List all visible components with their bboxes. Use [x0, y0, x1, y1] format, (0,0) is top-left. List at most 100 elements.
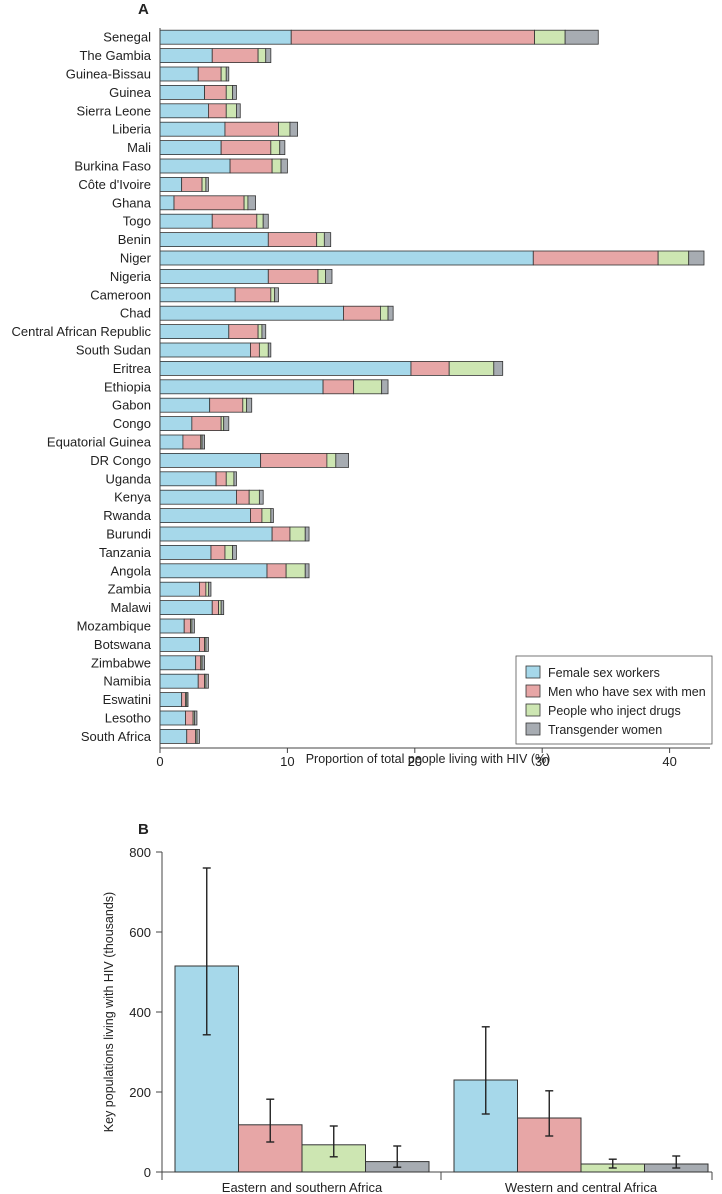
- bar-rwanda-female-sex-workers: [159, 508, 251, 524]
- category-label-niger: Niger: [120, 251, 152, 266]
- y-tick-label-0: 0: [144, 1165, 151, 1180]
- bar-namibia-female-sex-workers: [159, 673, 199, 689]
- bar-eswatini-female-sex-workers: [159, 692, 183, 707]
- bar-uganda-female-sex-workers: [159, 471, 217, 487]
- category-label-congo: Congo: [113, 416, 151, 431]
- bar-gabon-female-sex-workers: [159, 397, 211, 413]
- bar-togo-men-who-have-sex-with-men: [211, 213, 258, 229]
- bar-tanzania-men-who-have-sex-with-men: [210, 545, 226, 560]
- bar-rwanda-transgender-women: [270, 508, 274, 524]
- bar-uganda-men-who-have-sex-with-men: [215, 471, 227, 487]
- error-bar-western-and-central-africa-people-who-inject-drugs: [608, 1158, 617, 1169]
- bar-angola-people-who-inject-drugs: [285, 563, 306, 579]
- bar-benin-men-who-have-sex-with-men: [267, 232, 318, 248]
- bar-tanzania-people-who-inject-drugs: [224, 545, 234, 560]
- bar-burkina-faso-transgender-women: [280, 158, 288, 174]
- category-label-central-african-republic: Central African Republic: [12, 324, 152, 339]
- bar-congo-men-who-have-sex-with-men: [191, 416, 222, 432]
- x-category-label-western-and-central-africa: Western and central Africa: [505, 1180, 658, 1194]
- bar-equatorial-guinea-transgender-women: [201, 434, 205, 450]
- bar-lesotho-men-who-have-sex-with-men: [185, 710, 194, 726]
- bar-ghana-transgender-women: [247, 195, 256, 211]
- bar-the-gambia-transgender-women: [265, 48, 272, 63]
- bar-angola-female-sex-workers: [159, 563, 268, 579]
- category-label-namibia: Namibia: [103, 674, 151, 689]
- bar-mali-female-sex-workers: [159, 140, 222, 156]
- bar-burkina-faso-people-who-inject-drugs: [271, 158, 282, 174]
- bar-ethiopia-female-sex-workers: [159, 379, 324, 395]
- error-bar-western-and-central-africa-men-who-have-sex-with-men: [545, 1090, 554, 1137]
- bar-nigeria-men-who-have-sex-with-men: [267, 268, 319, 284]
- bar-benin-female-sex-workers: [159, 232, 269, 248]
- category-label-c-te-d-ivoire: Côte d'Ivoire: [78, 177, 151, 192]
- bar-dr-congo-female-sex-workers: [159, 452, 262, 468]
- bar-benin-transgender-women: [323, 232, 332, 248]
- bar-togo-people-who-inject-drugs: [256, 213, 264, 229]
- bar-equatorial-guinea-men-who-have-sex-with-men: [182, 434, 202, 450]
- bar-niger-people-who-inject-drugs: [657, 250, 690, 266]
- category-label-togo: Togo: [123, 214, 151, 229]
- legend-box: [515, 655, 713, 745]
- bar-malawi-female-sex-workers: [159, 600, 213, 615]
- bar-mozambique-transgender-women: [191, 618, 195, 634]
- bar-south-africa-transgender-women: [196, 729, 200, 744]
- bar-c-te-d-ivoire-men-who-have-sex-with-men: [181, 176, 203, 192]
- y-tick-label-200: 200: [129, 1085, 151, 1100]
- bar-uganda-people-who-inject-drugs: [225, 471, 235, 487]
- bar-botswana-transgender-women: [205, 637, 209, 652]
- bar-sierra-leone-transgender-women: [236, 103, 241, 119]
- category-label-south-africa: South Africa: [81, 729, 152, 744]
- bar-the-gambia-men-who-have-sex-with-men: [211, 48, 259, 63]
- bar-nigeria-female-sex-workers: [159, 268, 269, 284]
- legend: Female sex workers Men who have sex with …: [515, 655, 713, 745]
- bar-togo-transgender-women: [262, 213, 269, 229]
- bar-mali-transgender-women: [279, 140, 286, 156]
- bar-senegal-female-sex-workers: [159, 29, 292, 45]
- bar-rwanda-people-who-inject-drugs: [261, 508, 272, 524]
- category-label-chad: Chad: [120, 306, 151, 321]
- category-label-burkina-faso: Burkina Faso: [74, 159, 151, 174]
- category-label-angola: Angola: [111, 563, 152, 578]
- bar-angola-transgender-women: [304, 563, 310, 579]
- category-label-rwanda: Rwanda: [103, 508, 151, 523]
- bar-guinea-bissau-men-who-have-sex-with-men: [197, 66, 222, 82]
- bar-kenya-transgender-women: [258, 489, 264, 505]
- panel-a-x-ticks: 0 10 20 30 40: [156, 748, 677, 769]
- panel-b-bars: [174, 867, 709, 1173]
- bar-eritrea-female-sex-workers: [159, 360, 412, 376]
- bar-ghana-men-who-have-sex-with-men: [173, 195, 245, 211]
- bar-kenya-people-who-inject-drugs: [248, 489, 260, 505]
- bar-zambia-transgender-women: [208, 581, 212, 597]
- bar-south-africa-men-who-have-sex-with-men: [186, 729, 197, 744]
- bar-niger-transgender-women: [688, 250, 705, 266]
- bar-ethiopia-men-who-have-sex-with-men: [322, 379, 355, 395]
- bar-cameroon-people-who-inject-drugs: [270, 287, 276, 303]
- legend-swatch-men-who-have-sex-with-men: [525, 684, 541, 698]
- bar-guinea-men-who-have-sex-with-men: [204, 85, 227, 100]
- bar-sierra-leone-men-who-have-sex-with-men: [208, 103, 227, 119]
- bar-eswatini-men-who-have-sex-with-men: [181, 692, 186, 707]
- bar-sierra-leone-people-who-inject-drugs: [225, 103, 237, 119]
- bar-lesotho-female-sex-workers: [159, 710, 186, 726]
- category-label-zambia: Zambia: [108, 582, 152, 597]
- y-tick-label-400: 400: [129, 1005, 151, 1020]
- bar-guinea-transgender-women: [232, 85, 237, 100]
- bar-c-te-d-ivoire-transgender-women: [205, 176, 209, 192]
- panel-b-label: B: [138, 821, 149, 838]
- category-label-ghana: Ghana: [112, 195, 152, 210]
- bar-rwanda-men-who-have-sex-with-men: [250, 508, 263, 524]
- bar-the-gambia-female-sex-workers: [159, 48, 213, 63]
- panel-a-category-labels: Senegal The Gambia Guinea-Bissau Guinea Sier…: [12, 30, 152, 744]
- bar-equatorial-guinea-female-sex-workers: [159, 434, 184, 450]
- bar-chad-men-who-have-sex-with-men: [343, 305, 381, 321]
- legend-label-transgender-women: Transgender women: [548, 723, 662, 737]
- bar-liberia-men-who-have-sex-with-men: [224, 121, 279, 137]
- bar-dr-congo-transgender-women: [335, 452, 349, 468]
- bar-niger-female-sex-workers: [159, 250, 534, 266]
- category-label-liberia: Liberia: [112, 122, 152, 137]
- bar-burundi-transgender-women: [304, 526, 310, 542]
- bar-senegal-men-who-have-sex-with-men: [290, 29, 535, 45]
- bar-chad-people-who-inject-drugs: [380, 305, 389, 321]
- bar-lesotho-transgender-women: [193, 710, 198, 726]
- category-label-kenya: Kenya: [114, 490, 152, 505]
